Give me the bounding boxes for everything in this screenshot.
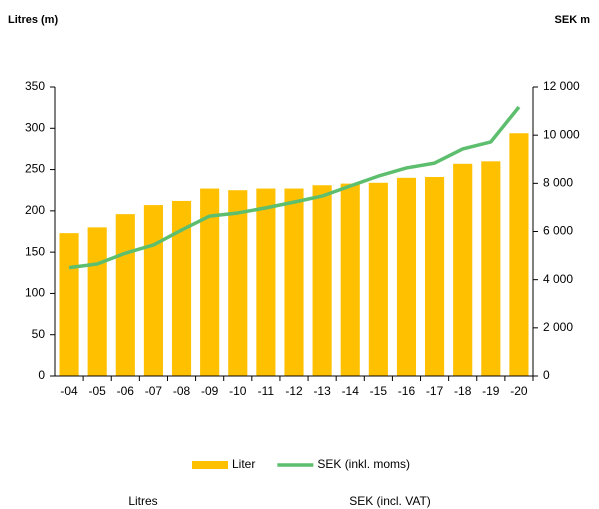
x-tick-label: -10: [229, 384, 247, 398]
x-tick-label: -04: [60, 384, 78, 398]
bar: [171, 200, 192, 376]
bar: [312, 185, 332, 376]
bar: [453, 163, 473, 376]
x-tick-label: -15: [370, 384, 388, 398]
y-tick-label: 100: [25, 286, 45, 300]
bar: [115, 214, 135, 376]
legend-label: Liter: [232, 457, 255, 471]
bar: [256, 188, 276, 376]
y-tick-label: 350: [25, 79, 45, 93]
y-tick-label: 300: [25, 120, 45, 134]
y-tick-label: 50: [32, 327, 46, 341]
bar: [284, 188, 304, 376]
y2-tick-label: 6 000: [543, 224, 573, 238]
bar: [481, 161, 501, 376]
bar: [340, 183, 360, 376]
bar: [509, 133, 529, 376]
x-tick-label: -06: [117, 384, 135, 398]
bar: [228, 190, 248, 376]
y2-axis-title: SEK m: [555, 14, 591, 26]
x-tick-label: -17: [426, 384, 444, 398]
bar: [396, 177, 417, 376]
y-axis-title: Litres (m): [8, 14, 58, 26]
bar: [425, 177, 445, 376]
x-tick-label: -19: [482, 384, 500, 398]
x-tick-label: -12: [285, 384, 303, 398]
x-tick-label: -07: [145, 384, 163, 398]
x-tick-label: -16: [398, 384, 416, 398]
y2-tick-label: 10 000: [543, 127, 580, 141]
x-tick-label: -09: [201, 384, 219, 398]
x-tick-label: -18: [454, 384, 472, 398]
bar: [368, 182, 388, 376]
bar: [87, 227, 107, 376]
legend-swatch: [192, 461, 228, 469]
x-tick-label: -20: [510, 384, 528, 398]
x-tick-label: -11: [258, 384, 275, 398]
y-tick-label: 200: [25, 203, 45, 217]
y-tick-label: 0: [38, 368, 45, 382]
legend-label: SEK (inkl. moms): [317, 457, 410, 471]
x-tick-label: -14: [342, 384, 360, 398]
bar: [200, 188, 220, 376]
y2-tick-label: 4 000: [543, 272, 573, 286]
note: Litres: [128, 494, 157, 508]
y2-tick-label: 12 000: [543, 79, 580, 93]
x-tick-label: -08: [173, 384, 191, 398]
y2-tick-label: 0: [543, 368, 550, 382]
bar: [143, 205, 163, 376]
line: [68, 105, 521, 270]
x-tick-label: -13: [313, 384, 331, 398]
y2-tick-label: 8 000: [543, 176, 573, 190]
y2-tick-label: 2 000: [543, 320, 573, 334]
x-tick-label: -05: [89, 384, 107, 398]
note: SEK (incl. VAT): [349, 494, 431, 508]
y-tick-label: 150: [25, 244, 45, 258]
bar: [59, 233, 79, 376]
y-tick-label: 250: [25, 162, 45, 176]
